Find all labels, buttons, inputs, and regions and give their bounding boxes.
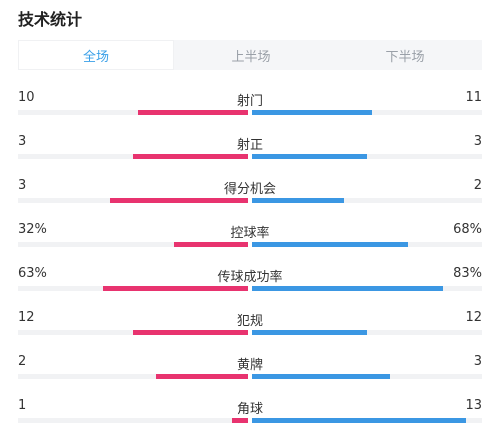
home-bar-track: [18, 110, 248, 115]
home-bar: [110, 198, 248, 203]
home-bar: [103, 286, 248, 291]
stat-row: 63% 传球成功率 83%: [18, 260, 482, 304]
home-bar-track: [18, 242, 248, 247]
stats-list: 10 射门 11 3 射正 3 3 得分机会 2 32% 控球率 68% 63% 传球成功率 83% 12 犯规…: [18, 84, 482, 436]
away-value: 13: [465, 398, 482, 413]
home-bar-track: [18, 286, 248, 291]
stat-row: 1 角球 13: [18, 392, 482, 436]
tab-full-match[interactable]: 全场: [18, 40, 174, 70]
away-bar: [252, 286, 443, 291]
away-bar-track: [252, 330, 482, 335]
home-bar: [133, 330, 248, 335]
away-value: 83%: [453, 266, 482, 281]
away-bar: [252, 418, 466, 423]
home-bar-track: [18, 330, 248, 335]
away-bar-track: [252, 154, 482, 159]
away-bar: [252, 330, 367, 335]
stat-label: 传球成功率: [217, 270, 283, 285]
home-bar: [137, 110, 248, 115]
home-value: 3: [18, 134, 27, 149]
home-bar-track: [18, 374, 248, 379]
home-bar: [133, 154, 248, 159]
away-bar-track: [252, 242, 482, 247]
stat-label: 犯规: [236, 314, 263, 329]
away-value: 12: [465, 310, 482, 325]
home-value: 12: [18, 310, 35, 325]
page-title: 技术统计: [18, 10, 83, 29]
stat-row: 12 犯规 12: [18, 304, 482, 348]
home-bar: [156, 374, 248, 379]
away-value: 3: [473, 354, 482, 369]
home-value: 63%: [18, 266, 47, 281]
away-bar: [252, 374, 390, 379]
home-bar-track: [18, 198, 248, 203]
stat-row: 32% 控球率 68%: [18, 216, 482, 260]
home-bar: [231, 418, 248, 423]
stat-row: 3 射正 3: [18, 128, 482, 172]
away-bar: [252, 242, 409, 247]
away-bar: [252, 198, 344, 203]
home-bar-track: [18, 418, 248, 423]
home-value: 10: [18, 90, 35, 105]
home-value: 3: [18, 178, 27, 193]
away-bar: [252, 110, 372, 115]
away-bar-track: [252, 418, 482, 423]
stat-label: 黄牌: [236, 358, 263, 373]
stat-row: 10 射门 11: [18, 84, 482, 128]
home-value: 32%: [18, 222, 47, 237]
tab-first-half[interactable]: 上半场: [231, 49, 271, 65]
away-value: 2: [473, 178, 482, 193]
away-bar-track: [252, 110, 482, 115]
stat-row: 3 得分机会 2: [18, 172, 482, 216]
home-bar-track: [18, 154, 248, 159]
away-value: 11: [465, 90, 482, 105]
away-value: 68%: [453, 222, 482, 237]
home-bar: [174, 242, 248, 247]
away-bar-track: [252, 198, 482, 203]
period-tabs: 全场 上半场 下半场: [18, 40, 482, 70]
away-bar: [252, 154, 367, 159]
stat-label: 控球率: [230, 226, 270, 241]
stat-label: 射门: [236, 94, 263, 109]
stat-label: 得分机会: [223, 182, 276, 197]
stat-row: 2 黄牌 3: [18, 348, 482, 392]
away-value: 3: [473, 134, 482, 149]
home-value: 1: [18, 398, 27, 413]
away-bar-track: [252, 286, 482, 291]
stat-label: 角球: [236, 402, 263, 417]
home-value: 2: [18, 354, 27, 369]
away-bar-track: [252, 374, 482, 379]
tab-second-half[interactable]: 下半场: [385, 49, 425, 65]
stat-label: 射正: [236, 138, 263, 153]
